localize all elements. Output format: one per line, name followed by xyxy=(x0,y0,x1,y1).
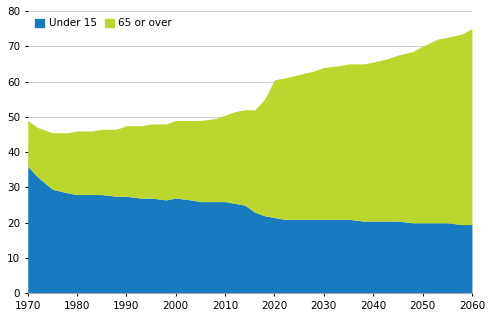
Legend: Under 15, 65 or over: Under 15, 65 or over xyxy=(33,16,174,30)
